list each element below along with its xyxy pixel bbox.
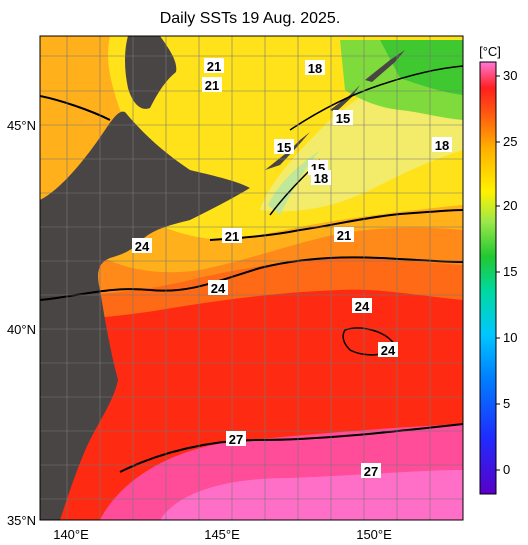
contour-label: 18	[432, 137, 452, 153]
svg-text:24: 24	[135, 239, 150, 254]
colorbar-tick-label: 30	[503, 68, 517, 83]
lat-label: 35°N	[7, 513, 36, 528]
colorbar-tick-label: 0	[503, 462, 510, 477]
colorbar: [°C] 30 25 20 15 10 5 0	[479, 44, 517, 495]
svg-text:21: 21	[207, 59, 221, 74]
contour-label: 24	[208, 280, 228, 296]
svg-text:18: 18	[314, 171, 328, 186]
svg-text:21: 21	[225, 229, 239, 244]
contour-label: 15	[333, 110, 353, 126]
land-japan	[40, 111, 250, 520]
contour-24	[40, 256, 463, 301]
sst-field	[40, 36, 463, 520]
colorbar-tick-label: 20	[503, 198, 517, 213]
contour-label: 27	[226, 431, 246, 447]
contour-15	[289, 65, 463, 131]
land	[40, 36, 405, 520]
contour-21	[209, 209, 463, 241]
svg-text:27: 27	[229, 432, 243, 447]
contour-label: 21	[334, 227, 354, 243]
contour-labels: 21 21 18 15 15 18 15 18 24 21 21 24 24 2…	[132, 58, 452, 479]
svg-text:24: 24	[211, 281, 226, 296]
map-title: Daily SSTs 19 Aug. 2025.	[159, 10, 341, 27]
contour-label: 18	[305, 60, 325, 76]
longitude-labels: 140°E 145°E 150°E	[53, 527, 392, 542]
svg-text:27: 27	[364, 464, 378, 479]
lat-label: 45°N	[7, 118, 36, 133]
svg-text:24: 24	[355, 299, 370, 314]
land-sakhalin	[125, 36, 177, 109]
contour-label: 15	[274, 139, 294, 155]
contour-label: 21	[222, 228, 242, 244]
lon-label: 145°E	[204, 527, 240, 542]
graticule	[40, 36, 463, 520]
colorbar-tick-label: 25	[503, 134, 517, 149]
colorbar-gradient	[479, 61, 497, 495]
land-kuril-3	[365, 50, 405, 82]
lat-label: 40°N	[7, 322, 36, 337]
colorbar-ticks	[496, 75, 500, 471]
svg-text:24: 24	[381, 343, 396, 358]
svg-text:18: 18	[435, 138, 449, 153]
contour-label: 21	[202, 77, 222, 93]
svg-text:15: 15	[336, 111, 350, 126]
svg-text:21: 21	[205, 78, 219, 93]
lon-label: 150°E	[356, 527, 392, 542]
colorbar-tick-label: 5	[503, 396, 510, 411]
svg-text:21: 21	[337, 228, 351, 243]
colorbar-tick-label: 10	[503, 330, 517, 345]
contour-label: 24	[132, 238, 152, 254]
contour-label: 24	[378, 342, 398, 358]
svg-text:18: 18	[308, 61, 322, 76]
lon-label: 140°E	[53, 527, 89, 542]
contour-label: 21	[204, 58, 224, 74]
sst-green-tongue	[268, 150, 320, 215]
latitude-labels: 45°N 40°N 35°N	[7, 118, 36, 528]
colorbar-tick-label: 15	[503, 264, 517, 279]
colorbar-unit: [°C]	[479, 44, 501, 59]
sst-pink-hot	[160, 470, 463, 520]
contour-label: 27	[361, 463, 381, 479]
contour-label: 24	[352, 298, 372, 314]
contour-24-eddy	[342, 327, 396, 356]
contour-label: 18	[311, 170, 331, 186]
map-frame	[39, 35, 464, 521]
contour-21-north	[40, 95, 111, 121]
land-kuril-2	[330, 85, 360, 112]
land-kuril-1	[265, 132, 310, 170]
svg-text:15: 15	[277, 140, 291, 155]
